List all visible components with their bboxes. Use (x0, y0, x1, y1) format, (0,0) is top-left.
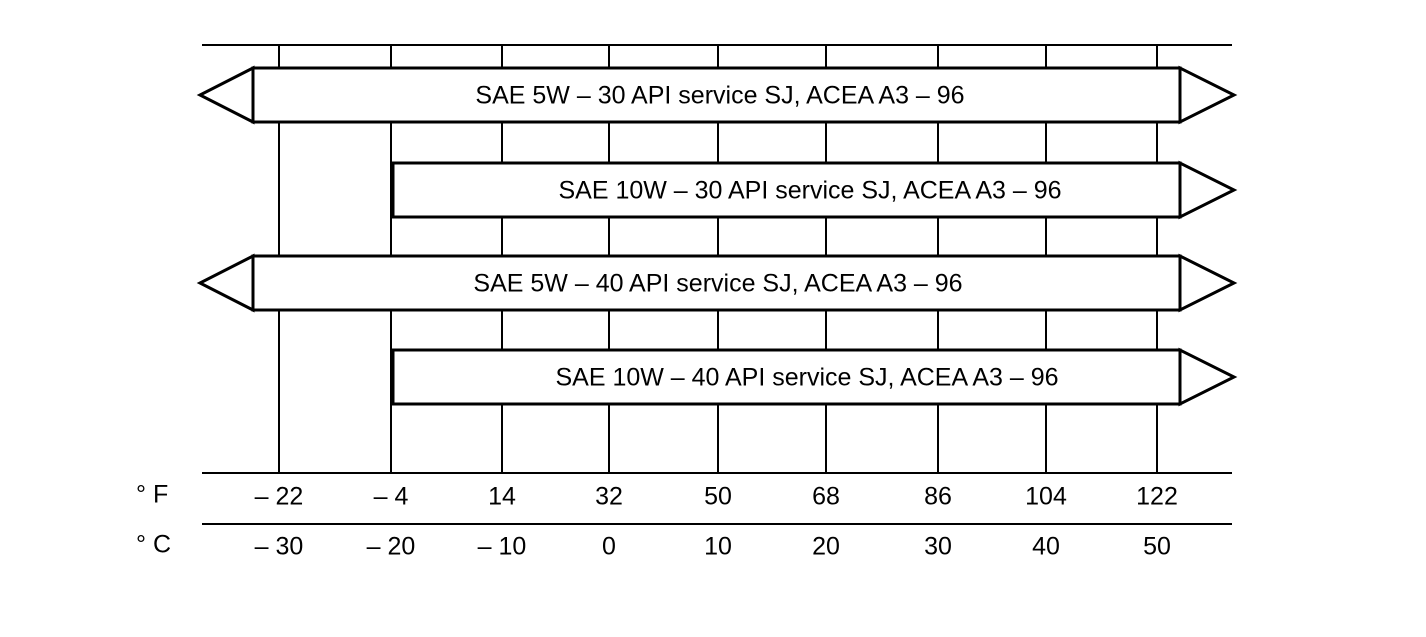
fahrenheit-tick: – 22 (255, 483, 304, 511)
fahrenheit-tick: 68 (812, 483, 840, 511)
celsius-tick: – 30 (255, 533, 304, 561)
fahrenheit-tick: 50 (704, 483, 732, 511)
fahrenheit-tick: 104 (1025, 483, 1067, 511)
oil-bar (391, 348, 1182, 406)
celsius-tick: – 10 (478, 533, 527, 561)
arrow-right (1178, 347, 1238, 407)
oil-bar (251, 66, 1182, 124)
bar-label: SAE 5W – 40 API service SJ, ACEA A3 – 96 (473, 270, 962, 298)
tick-labels: – 22 – 30 – 4 – 20 14 – 10 32 0 50 10 68 20 86 30 104 4… (255, 483, 1178, 561)
arrow-right (1178, 253, 1238, 313)
celsius-unit: ° C (136, 531, 171, 559)
oil-bar (391, 161, 1182, 219)
fahrenheit-tick: 14 (488, 483, 516, 511)
celsius-tick: 50 (1143, 533, 1171, 561)
fahrenheit-tick: 86 (924, 483, 952, 511)
fahrenheit-tick: 32 (595, 483, 623, 511)
fahrenheit-unit: ° F (136, 481, 168, 509)
arrow-right (1178, 65, 1238, 125)
oil-bar (251, 254, 1182, 312)
bar-label: SAE 10W – 30 API service SJ, ACEA A3 – 9… (558, 177, 1061, 205)
arrow-left (196, 253, 255, 313)
arrow-right (1178, 160, 1238, 220)
celsius-tick: 10 (704, 533, 732, 561)
celsius-tick: 40 (1032, 533, 1060, 561)
fahrenheit-tick: – 4 (374, 483, 409, 511)
celsius-tick: 30 (924, 533, 952, 561)
celsius-tick: – 20 (367, 533, 416, 561)
fahrenheit-tick: 122 (1136, 483, 1178, 511)
arrow-left (196, 65, 255, 125)
bar-label: SAE 10W – 40 API service SJ, ACEA A3 – 9… (555, 364, 1058, 392)
celsius-tick: 0 (602, 533, 616, 561)
bar-label: SAE 5W – 30 API service SJ, ACEA A3 – 96 (475, 82, 964, 110)
celsius-tick: 20 (812, 533, 840, 561)
